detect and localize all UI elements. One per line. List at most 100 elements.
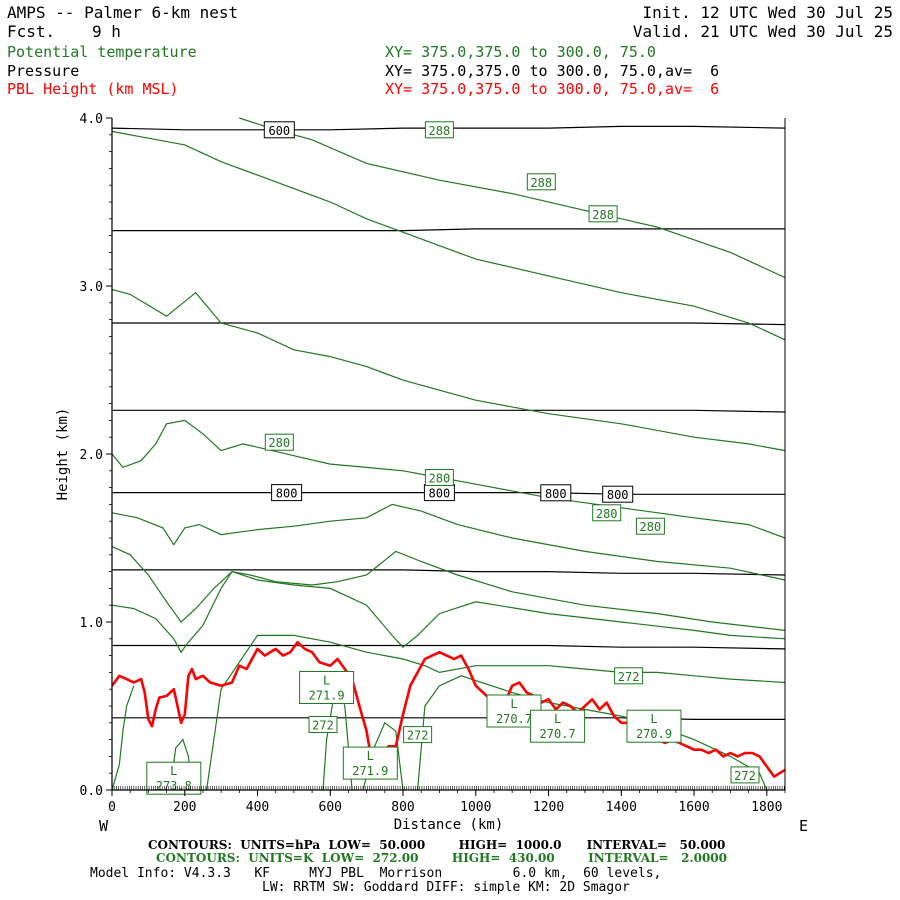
x-tick-label: 1600: [678, 800, 709, 815]
theta-label-0-text: 288: [429, 124, 451, 138]
x-tick-label: 1400: [606, 800, 637, 815]
theta-label-9-text: 272: [407, 729, 429, 743]
y-tick-label: 4.0: [80, 112, 103, 127]
pressure-label-top: 600: [263, 121, 295, 139]
forecast-label: Fcst.: [7, 22, 56, 41]
footer-model-info: Model Info: V4.3.3 KF MYJ PBL Morrison 6…: [90, 866, 662, 881]
pbl-height-line: [110, 640, 786, 778]
pressure-label-800-1-text: 800: [429, 487, 451, 501]
pressure-label-800-3: 800: [602, 485, 634, 503]
minimum-value: 270.9: [636, 727, 672, 741]
field-name-pressure: Pressure: [7, 62, 80, 80]
theta-contour-2: [111, 288, 786, 452]
theta-label-1-box: [526, 173, 556, 191]
minimum-value: 271.9: [352, 764, 388, 778]
theta-label-9-box: [403, 726, 433, 744]
theta-contour-8: [111, 685, 135, 791]
x-tick-label: 800: [391, 800, 414, 815]
theta-contour-6: [111, 570, 786, 654]
theta-label-3: 280: [264, 433, 294, 451]
minimum-symbol: L: [170, 764, 177, 778]
minimum-marker-box: [530, 709, 586, 743]
footer-contours-pressure: CONTOURS: UNITS=hPa LOW= 50.000 HIGH= 10…: [148, 838, 726, 852]
pbl-height-series: [110, 640, 786, 778]
x-tick-label: 0: [108, 800, 116, 815]
pressure-label-800-2-text: 800: [545, 487, 567, 501]
theta-contour-7: [206, 634, 786, 791]
theta-label-1-text: 288: [530, 176, 552, 190]
pressure-label-top-box: [263, 121, 295, 139]
pressure-label-800-0-box: [271, 484, 303, 502]
minimum-value: 270.7: [496, 712, 532, 726]
theta-label-1: 288: [526, 173, 556, 191]
theta-label-4-box: [424, 469, 454, 486]
axes: 0.0 1.0 2.0 3.0 4.0 0 200 400 600 800 1000 1200 1400…: [55, 112, 786, 833]
theta-label-10-text: 272: [734, 769, 756, 783]
pressure-contours: [111, 125, 786, 721]
minimum-value: 270.7: [540, 727, 576, 741]
theta-contour-4: [111, 503, 786, 581]
theta-label-10-box: [730, 766, 760, 784]
minimum-symbol: L: [367, 749, 374, 763]
pressure-label-800-3-box: [602, 485, 634, 503]
theta-label-3-box: [264, 433, 294, 451]
pressure-contour-7: [112, 717, 785, 721]
pressure-label-800-3-text: 800: [607, 488, 629, 502]
minimum-symbol: L: [323, 674, 330, 688]
pressure-label-800-0-text: 800: [276, 487, 298, 501]
x-tick-label: 600: [319, 800, 342, 815]
theta-label-5-box: [592, 504, 622, 522]
theta-label-2-box: [588, 205, 618, 223]
theta-contours: [111, 117, 786, 791]
theta-label-10: 272: [730, 766, 760, 784]
init-time: Init. 12 UTC Wed 30 Jul 25: [642, 3, 893, 22]
minimum-value: 271.9: [309, 689, 345, 703]
theta-label-0: 288: [424, 121, 454, 139]
theta-label-6: 280: [635, 517, 665, 535]
x-axis-label: Distance (km): [394, 817, 504, 833]
x-edge-left: W: [99, 817, 109, 835]
theta-label-6-text: 280: [640, 520, 662, 534]
pressure-label-800-1: 800: [423, 484, 455, 502]
theta-label-7: 272: [614, 667, 644, 685]
theta-label-2: 288: [588, 205, 618, 223]
theta-contour-1: [111, 130, 786, 341]
field-name-theta: Potential temperature: [7, 43, 197, 61]
pressure-contour-6: [112, 644, 786, 650]
pressure-label-top-text: 600: [268, 124, 290, 138]
y-tick-label: 2.0: [80, 448, 103, 463]
x-tick-label: 1000: [460, 800, 491, 815]
theta-label-3-text: 280: [268, 436, 290, 450]
minimum-marker-box: [299, 671, 355, 704]
field-name-pbl: PBL Height (km MSL): [7, 80, 179, 98]
forecast-value: 9 h: [92, 22, 121, 41]
pressure-contour-1: [112, 228, 785, 232]
y-axis-label: Height (km): [55, 408, 71, 501]
theta-label-4: 280: [424, 469, 454, 486]
field-xy-pbl: XY= 375.0,375.0 to 300.0, 75.0,av= 6: [385, 80, 720, 98]
theta-label-4-text: 280: [429, 472, 451, 486]
minimum-symbol: L: [510, 697, 517, 711]
pressure-label-800-2: 800: [540, 484, 572, 502]
x-tick-label: 1800: [751, 800, 782, 815]
theta-label-9: 272: [403, 726, 433, 744]
field-xy-theta: XY= 375.0,375.0 to 300.0, 75.0: [385, 43, 656, 61]
field-xy-pressure: XY= 375.0,375.0 to 300.0, 75.0,av= 6: [385, 62, 720, 80]
pressure-contour-5: [112, 569, 786, 576]
theta-label-7-text: 272: [618, 670, 640, 684]
theta-contour-0: [239, 117, 786, 279]
footer-physics: LW: RRTM SW: Goddard DIFF: simple KM: 2D…: [262, 880, 630, 895]
minimum-marker-box: [626, 709, 682, 743]
contour-labels: 800 800 800 800 600 288 288 288 280 280 280 280 272 2…: [146, 121, 760, 795]
theta-label-7-box: [614, 667, 644, 685]
minimum-symbol: L: [554, 712, 561, 726]
theta-label-5-text: 280: [596, 507, 618, 521]
x-tick-label: 1200: [533, 800, 564, 815]
y-tick-label: 3.0: [80, 280, 103, 295]
valid-time: Valid. 21 UTC Wed 30 Jul 25: [632, 22, 893, 41]
x-tick-label: 200: [173, 800, 196, 815]
minimum-symbol: L: [650, 712, 657, 726]
